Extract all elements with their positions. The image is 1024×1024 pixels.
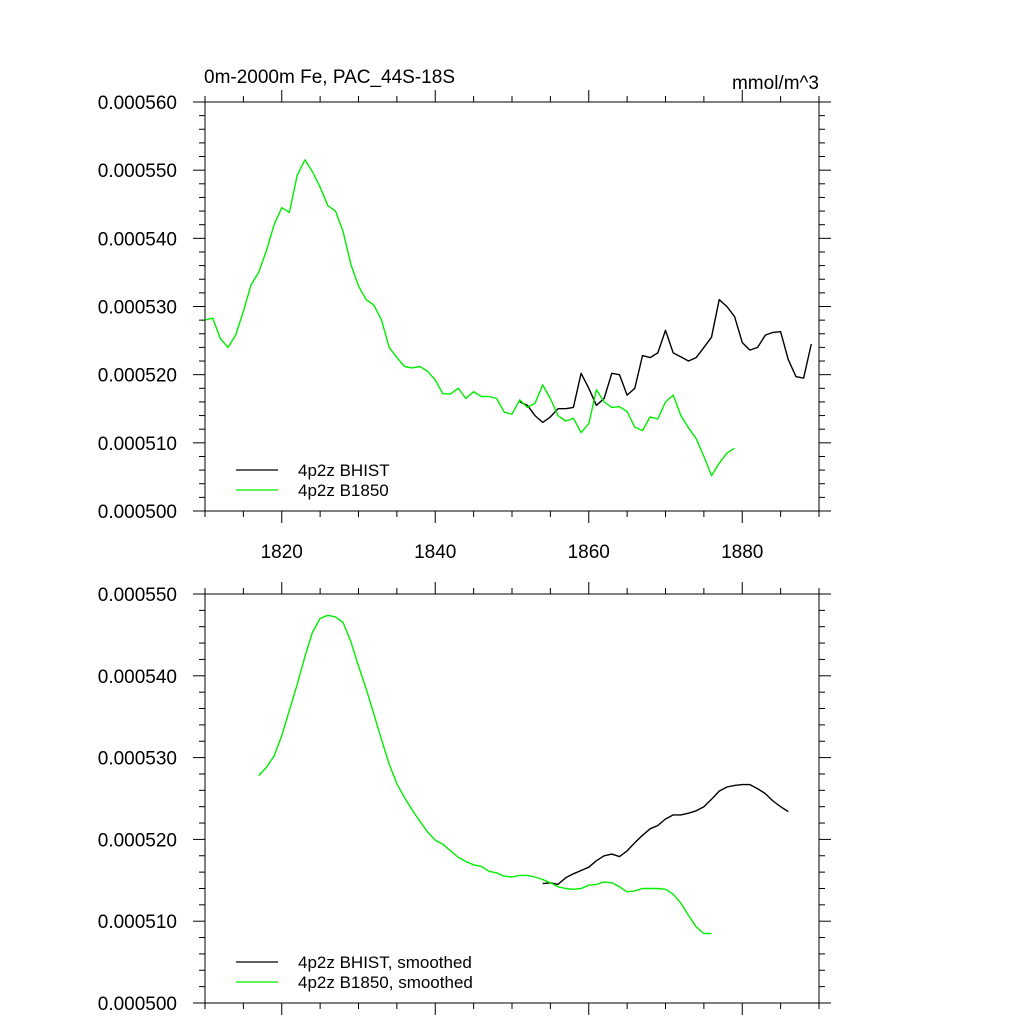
chart-title: 0m-2000m Fe, PAC_44S-18S <box>204 67 455 88</box>
bottom-plot-area: 0.000500 0.000510 0.000520 0.000530 0.000540… <box>98 582 831 1015</box>
series-line-0 <box>519 299 812 424</box>
series-line-1 <box>258 614 712 935</box>
x-tick-label: 1860 <box>568 542 610 563</box>
bottom-legend: 4p2z BHIST, smoothed 4p2z B1850, smoothe… <box>236 953 473 992</box>
top-plot-area: 1820 1840 1860 1880 0.000500 0.000510 0.000520… <box>98 90 831 563</box>
y-tick-label: 0.000520 <box>98 830 177 851</box>
legend-label-b1850-smoothed: 4p2z B1850, smoothed <box>298 973 473 992</box>
x-tick-label: 1840 <box>414 542 456 563</box>
y-tick-label: 0.000520 <box>98 366 177 387</box>
legend-label-bhist-smoothed: 4p2z BHIST, smoothed <box>298 953 472 972</box>
legend-label-bhist: 4p2z BHIST <box>298 461 390 480</box>
y-tick-label: 0.000540 <box>98 667 177 688</box>
x-tick-label: 1880 <box>721 542 763 563</box>
y-tick-label: 0.000510 <box>98 434 177 455</box>
bottom-panel: 0.000500 0.000510 0.000520 0.000530 0.000540… <box>98 582 831 1015</box>
y-tick-label: 0.000550 <box>98 161 177 182</box>
top-panel: 0m-2000m Fe, PAC_44S-18S mmol/m^3 1820 18… <box>98 67 831 563</box>
top-legend: 4p2z BHIST 4p2z B1850 <box>236 461 390 500</box>
units-label: mmol/m^3 <box>732 73 819 94</box>
series-line-1 <box>204 159 735 477</box>
y-tick-label: 0.000530 <box>98 749 177 770</box>
y-tick-label: 0.000510 <box>98 912 177 933</box>
y-tick-label: 0.000560 <box>98 93 177 114</box>
x-tick-label: 1820 <box>261 542 303 563</box>
y-tick-label: 0.000500 <box>98 502 177 523</box>
plot-frame <box>204 593 820 1004</box>
y-tick-label: 0.000530 <box>98 298 177 319</box>
y-tick-label: 0.000540 <box>98 229 177 250</box>
legend-label-b1850: 4p2z B1850 <box>298 481 389 500</box>
y-tick-label: 0.000500 <box>98 994 177 1015</box>
y-tick-label: 0.000550 <box>98 585 177 606</box>
series-line-0 <box>542 783 789 886</box>
